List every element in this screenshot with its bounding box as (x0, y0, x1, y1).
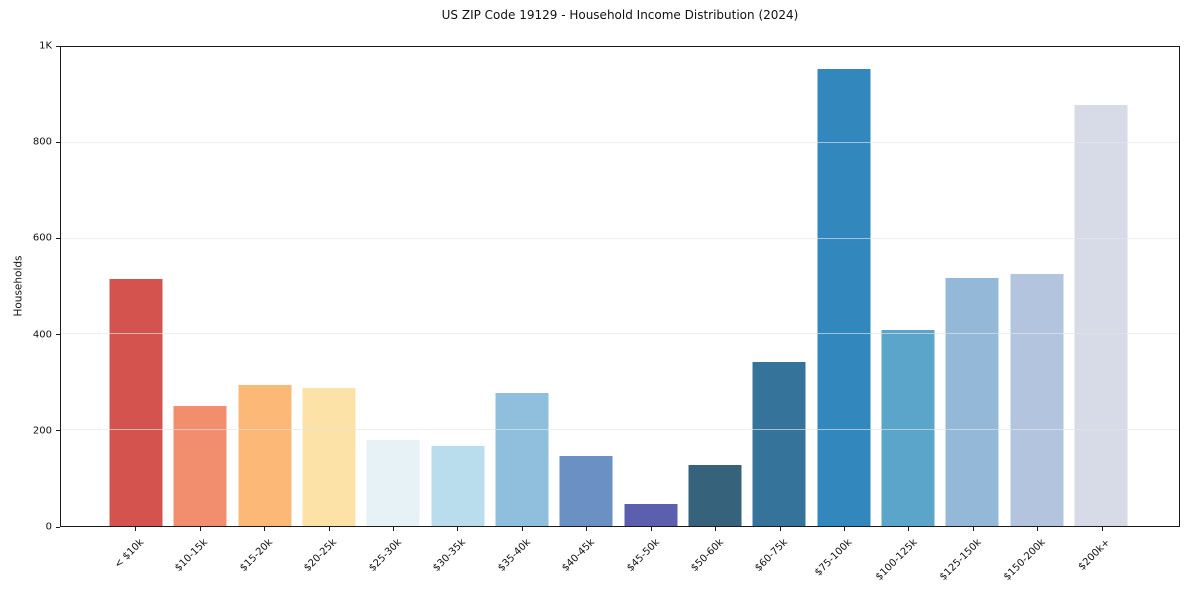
bar-$20-25k (302, 388, 356, 526)
gridline-800 (61, 141, 1179, 143)
x-tick-mark (908, 527, 910, 531)
bar-$75-100k (817, 68, 871, 526)
x-tick-mark (328, 527, 330, 531)
y-tick-mark (56, 237, 60, 239)
x-tick-mark (1101, 527, 1103, 531)
bar-$45-50k (624, 503, 678, 526)
bar-slot (168, 47, 232, 526)
bar-slot (426, 47, 490, 526)
x-tick-label-text: $35-40k (495, 537, 533, 574)
bar-slot (876, 47, 940, 526)
x-tick-label-text: $10-15k (173, 537, 211, 574)
x-tick-label-text: $40-45k (560, 537, 598, 574)
x-tick-mark (457, 527, 459, 531)
bar-$10-15k (173, 406, 227, 526)
bar-slot (233, 47, 297, 526)
y-tick-label: 1K (39, 40, 52, 52)
bar-< $10k (109, 279, 163, 526)
x-tick-label-text: $60-75k (753, 537, 791, 574)
x-tick-label-text: $20-25k (302, 537, 340, 574)
bar-$60-75k (752, 362, 806, 526)
y-tick-label: 800 (32, 136, 52, 148)
bar-$40-45k (559, 456, 613, 526)
y-tick-mark (56, 334, 60, 336)
gridline-400 (61, 333, 1179, 335)
y-tick-label: 200 (32, 425, 52, 437)
x-tick-mark (650, 527, 652, 531)
chart-title: US ZIP Code 19129 - Household Income Dis… (441, 8, 799, 22)
bar-$150-200k (1010, 273, 1064, 526)
x-tick-mark (779, 527, 781, 531)
bar-slot (361, 47, 425, 526)
x-tick-mark (972, 527, 974, 531)
x-tick-mark (844, 527, 846, 531)
x-tick-label-text: $200k+ (1076, 537, 1113, 573)
x-tick-label-text: < $10k (112, 537, 146, 571)
y-axis-label: Households (12, 255, 25, 317)
y-tick-mark (56, 526, 60, 528)
y-tick-label: 400 (32, 329, 52, 341)
x-tick-label-text: $150-200k (1002, 537, 1049, 583)
y-tick-label: 0 (45, 521, 52, 533)
bar-slot (104, 47, 168, 526)
y-tick-mark (56, 45, 60, 47)
x-tick-label-text: $125-150k (937, 537, 984, 583)
y-tick-label: 600 (32, 232, 52, 244)
bar-slot (747, 47, 811, 526)
bar-slot (619, 47, 683, 526)
x-tick-label-text: $15-20k (237, 537, 275, 574)
bar-$50-60k (688, 465, 742, 526)
x-tick-label-text: $75-100k (813, 537, 855, 579)
y-tick-mark (56, 430, 60, 432)
bar-slot (554, 47, 618, 526)
x-tick-mark (1037, 527, 1039, 531)
bar-slot (940, 47, 1004, 526)
bar-slot (1069, 47, 1133, 526)
plot-area (60, 46, 1180, 527)
bar-slot (490, 47, 554, 526)
gridline-200 (61, 429, 1179, 431)
x-tick-label-text: $50-60k (689, 537, 726, 574)
bar-slot (1004, 47, 1068, 526)
bar-$15-20k (238, 385, 292, 526)
x-tick-mark (135, 527, 137, 531)
x-tick-label-text: $25-30k (366, 537, 404, 574)
bar-$125-150k (945, 278, 999, 526)
x-tick-mark (392, 527, 394, 531)
bar-$35-40k (495, 393, 549, 526)
x-tick-label-text: $30-35k (431, 537, 469, 574)
x-tick-mark (586, 527, 588, 531)
bar-$100-125k (881, 329, 935, 526)
bar-$30-35k (431, 445, 485, 526)
x-tick-mark (715, 527, 717, 531)
bar-$200k+ (1074, 105, 1128, 526)
y-tick-mark (56, 141, 60, 143)
x-tick-label-text: $45-50k (624, 537, 662, 574)
x-tick-mark (264, 527, 266, 531)
bar-$25-30k (366, 440, 420, 526)
x-tick-mark (199, 527, 201, 531)
gridline-600 (61, 237, 1179, 239)
x-tick-mark (521, 527, 523, 531)
x-tick-label-text: $100-125k (873, 537, 920, 583)
bar-slot (811, 47, 875, 526)
bars-layer (104, 47, 1133, 526)
bar-slot (683, 47, 747, 526)
bar-slot (297, 47, 361, 526)
